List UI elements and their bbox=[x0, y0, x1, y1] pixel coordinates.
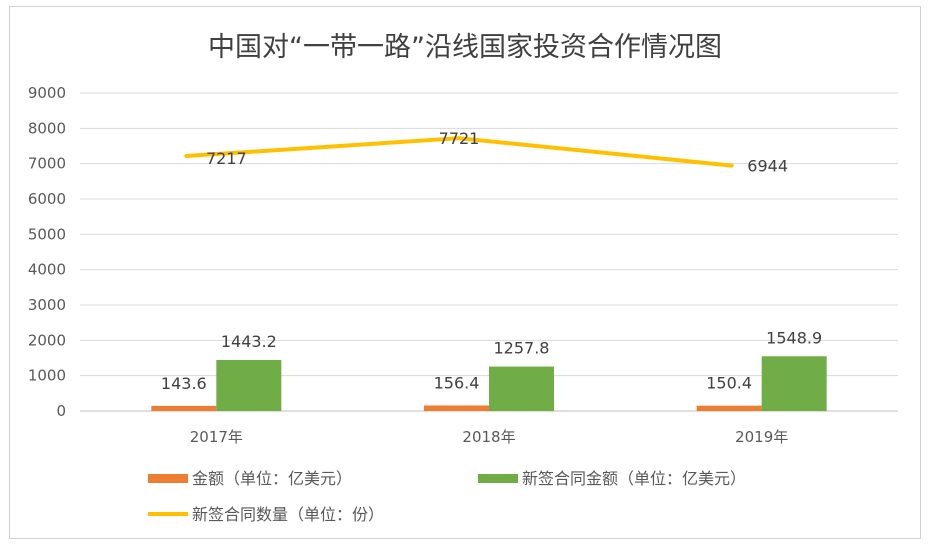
y-tick-label: 9000 bbox=[28, 84, 66, 102]
legend: 金额（单位：亿美元） 新签合同金额（单位：亿美元） 新签合同数量（单位：份） bbox=[148, 469, 746, 524]
line-data-label: 7721 bbox=[439, 129, 480, 148]
y-tick-label: 3000 bbox=[28, 296, 66, 314]
data-labels: 143.6 156.4 150.4 1443.2 1257.8 1548.9 7217 772… bbox=[161, 129, 822, 393]
line-point bbox=[729, 163, 734, 168]
y-tick-label: 8000 bbox=[28, 119, 66, 137]
y-tick-label: 1000 bbox=[28, 367, 66, 385]
x-axis: 2017年 2018年 2019年 bbox=[190, 428, 789, 446]
bar-data-label: 1257.8 bbox=[494, 339, 550, 358]
chart-frame bbox=[9, 6, 921, 539]
y-tick-label: 5000 bbox=[28, 225, 66, 243]
legend-label: 新签合同数量（单位：份） bbox=[192, 505, 384, 524]
legend-label: 新签合同金额（单位：亿美元） bbox=[522, 469, 746, 488]
y-tick-label: 4000 bbox=[28, 261, 66, 279]
y-tick-label: 0 bbox=[56, 402, 66, 420]
bar bbox=[489, 366, 554, 411]
bar-data-label: 1548.9 bbox=[766, 328, 822, 347]
legend-label: 金额（单位：亿美元） bbox=[192, 469, 352, 488]
lines bbox=[184, 136, 734, 168]
bar bbox=[151, 405, 217, 411]
line-data-label: 6944 bbox=[747, 157, 788, 176]
x-tick-label: 2018年 bbox=[462, 428, 515, 446]
x-tick-label: 2017年 bbox=[190, 428, 243, 446]
bar-data-label: 156.4 bbox=[434, 373, 480, 392]
legend-swatch bbox=[148, 474, 188, 483]
y-tick-label: 7000 bbox=[28, 155, 66, 173]
line-point bbox=[457, 136, 461, 141]
y-tick-label: 6000 bbox=[28, 190, 66, 208]
legend-swatch bbox=[478, 474, 518, 483]
bar bbox=[216, 360, 282, 411]
bars bbox=[151, 356, 827, 411]
line-data-label: 7217 bbox=[206, 149, 247, 168]
bar bbox=[761, 356, 827, 411]
bar bbox=[424, 405, 489, 411]
y-axis: 0 1000 2000 3000 4000 5000 6000 7000 8000 9000 bbox=[28, 84, 66, 420]
x-tick-label: 2019年 bbox=[735, 428, 788, 446]
line-point bbox=[184, 153, 189, 158]
bar-data-label: 143.6 bbox=[161, 374, 207, 393]
bar bbox=[696, 405, 762, 411]
chart-title: 中国对“一带一路”沿线国家投资合作情况图 bbox=[208, 32, 722, 63]
bar-data-label: 1443.2 bbox=[221, 332, 277, 351]
bar-data-label: 150.4 bbox=[706, 374, 752, 393]
y-tick-label: 2000 bbox=[28, 331, 66, 349]
